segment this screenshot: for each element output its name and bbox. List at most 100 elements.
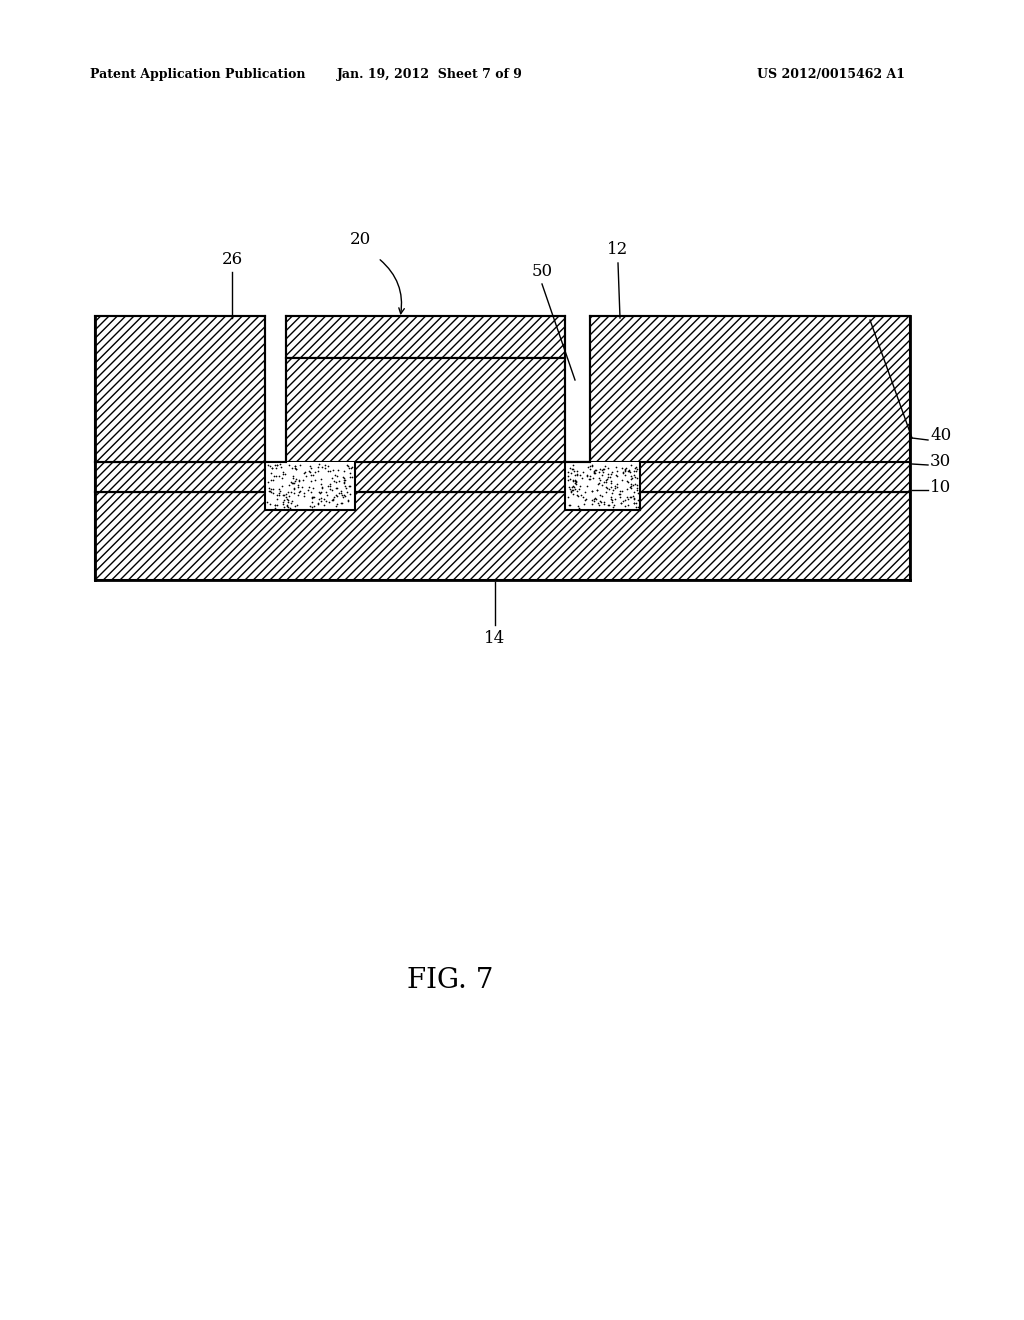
- Point: [606, 478, 623, 499]
- Point: [260, 478, 276, 499]
- Point: [625, 486, 641, 507]
- Point: [615, 462, 632, 483]
- Point: [582, 466, 598, 487]
- Point: [573, 467, 590, 488]
- Bar: [95, 462, 910, 492]
- Point: [627, 465, 643, 486]
- Point: [587, 459, 603, 480]
- Text: 20: 20: [349, 231, 371, 248]
- Point: [312, 469, 329, 490]
- Point: [319, 477, 336, 498]
- Point: [291, 470, 307, 491]
- Point: [342, 484, 358, 506]
- Point: [288, 469, 304, 490]
- Text: 26: 26: [221, 251, 243, 268]
- Point: [600, 463, 616, 484]
- Point: [588, 459, 604, 480]
- Point: [596, 471, 612, 492]
- Point: [617, 457, 634, 478]
- Point: [261, 480, 278, 502]
- Point: [616, 461, 633, 482]
- Point: [613, 492, 630, 513]
- Point: [572, 484, 589, 506]
- Point: [567, 479, 584, 500]
- Point: [272, 480, 289, 502]
- Point: [342, 458, 358, 479]
- Point: [342, 462, 358, 483]
- Point: [584, 490, 600, 511]
- Point: [628, 457, 644, 478]
- Point: [561, 494, 578, 515]
- Point: [610, 483, 627, 504]
- Point: [592, 484, 608, 506]
- Point: [301, 477, 317, 498]
- Point: [628, 461, 644, 482]
- Point: [289, 495, 305, 516]
- Point: [333, 483, 349, 504]
- Point: [616, 496, 633, 517]
- Point: [562, 457, 579, 478]
- Point: [259, 473, 275, 494]
- Point: [342, 466, 358, 487]
- Point: [301, 495, 317, 516]
- Point: [568, 480, 585, 502]
- Point: [571, 478, 588, 499]
- Point: [568, 461, 585, 482]
- Point: [268, 488, 285, 510]
- Point: [340, 491, 356, 512]
- Point: [604, 462, 621, 483]
- Point: [562, 494, 579, 515]
- Point: [575, 486, 592, 507]
- Point: [310, 461, 327, 482]
- Point: [591, 467, 607, 488]
- Point: [275, 490, 292, 511]
- Point: [315, 494, 332, 515]
- Point: [629, 479, 645, 500]
- Point: [602, 467, 618, 488]
- Point: [270, 466, 287, 487]
- Point: [630, 490, 646, 511]
- Point: [273, 467, 290, 488]
- Point: [284, 471, 300, 492]
- Point: [569, 463, 586, 484]
- Point: [627, 466, 643, 487]
- Point: [322, 479, 338, 500]
- Point: [264, 479, 281, 500]
- Point: [604, 492, 621, 513]
- Point: [329, 494, 345, 515]
- Point: [566, 473, 583, 494]
- Point: [284, 491, 300, 512]
- Point: [568, 465, 585, 486]
- Point: [599, 457, 615, 478]
- Point: [265, 466, 282, 487]
- Point: [608, 477, 625, 498]
- Point: [594, 459, 610, 480]
- Point: [559, 470, 575, 491]
- Point: [301, 461, 317, 482]
- Point: [600, 494, 616, 515]
- Point: [294, 477, 310, 498]
- Text: 10: 10: [930, 479, 951, 496]
- Point: [584, 480, 600, 502]
- Point: [269, 454, 286, 475]
- Point: [561, 477, 578, 498]
- Point: [586, 461, 602, 482]
- Point: [295, 469, 311, 490]
- Point: [264, 458, 281, 479]
- Point: [591, 461, 607, 482]
- Point: [274, 461, 291, 482]
- Point: [565, 475, 582, 496]
- Point: [267, 454, 284, 475]
- Point: [602, 487, 618, 508]
- Point: [280, 495, 296, 516]
- Point: [582, 459, 598, 480]
- Point: [268, 484, 285, 506]
- Point: [594, 486, 610, 507]
- Point: [309, 457, 326, 478]
- Point: [305, 478, 322, 499]
- Point: [598, 477, 614, 498]
- Point: [627, 458, 643, 479]
- Point: [311, 482, 328, 503]
- Point: [612, 486, 629, 507]
- Point: [269, 455, 286, 477]
